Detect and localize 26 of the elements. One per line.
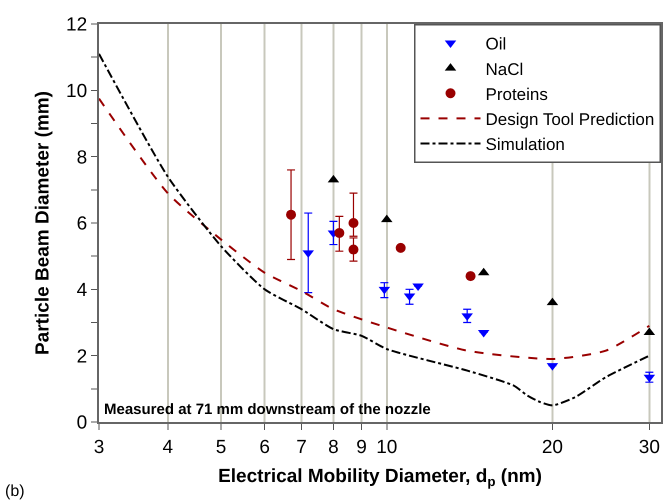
x-tick-label: 9 <box>356 436 367 458</box>
x-tick-label: 5 <box>216 436 226 458</box>
x-tick-label: 20 <box>542 436 563 458</box>
x-axis-title: Electrical Mobility Diameter, d$_{p}$ (nm) <box>218 466 542 490</box>
x-tick-label: 4 <box>162 436 174 458</box>
legend-label: Design Tool Prediction <box>486 110 654 129</box>
x-tick-label: 10 <box>376 436 398 458</box>
x-tick-label: 3 <box>94 436 104 458</box>
legend-label: Oil <box>486 34 506 54</box>
x-tick-label: 30 <box>638 436 660 458</box>
annotation: Measured at 71 mm downstream of the nozzle <box>104 401 431 418</box>
y-tick-label: 8 <box>76 147 88 168</box>
y-tick-label: 4 <box>76 280 88 301</box>
text: (b) <box>5 483 25 500</box>
y-tick-label: 10 <box>66 80 88 102</box>
y-tick-label: 0 <box>76 412 88 434</box>
y-tick-label: 6 <box>76 214 88 235</box>
legend-label: NaCl <box>486 60 524 79</box>
y-tick-label: 2 <box>76 346 88 368</box>
legend-label: Proteins <box>486 84 548 104</box>
x-tick-label: 6 <box>259 436 270 458</box>
y-axis-title: Particle Beam Diameter (mm) <box>32 91 54 355</box>
y-tick-label: 12 <box>66 14 88 36</box>
x-tick-label: 8 <box>328 436 339 458</box>
legend-label: Simulation <box>486 135 565 154</box>
x-tick-label: 7 <box>296 436 307 458</box>
